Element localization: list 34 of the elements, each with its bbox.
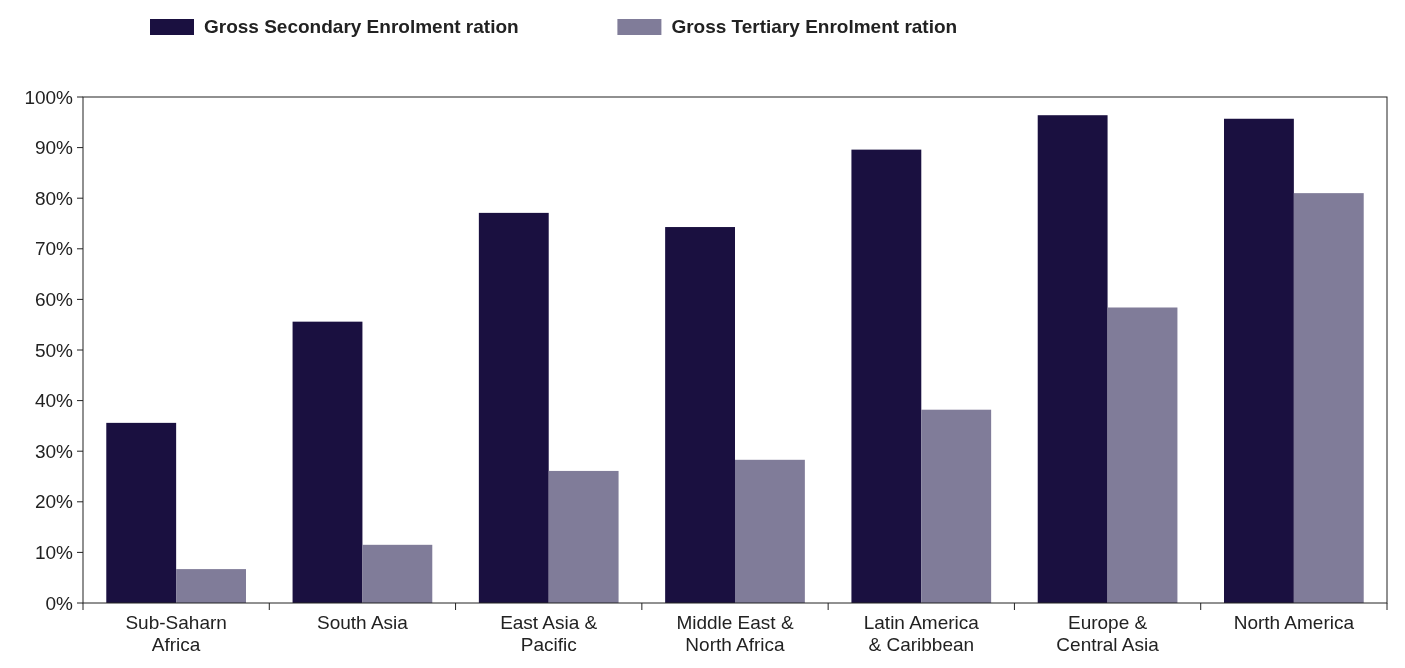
y-tick-label: 40% bbox=[34, 390, 74, 412]
legend-label: Gross Secondary Enrolment ration bbox=[204, 16, 519, 37]
x-tick-label: East Asia & Pacific bbox=[500, 612, 598, 655]
y-tick-label: 20% bbox=[34, 491, 74, 513]
bar bbox=[478, 212, 549, 603]
bar bbox=[1107, 307, 1178, 603]
legend-label: Gross Tertiary Enrolment ration bbox=[671, 16, 958, 37]
bar bbox=[735, 459, 805, 603]
x-tick-label: Europe & Central Asia bbox=[1056, 612, 1160, 655]
x-tick-label: North America bbox=[1233, 612, 1355, 633]
y-tick-label: 90% bbox=[34, 137, 74, 159]
bar bbox=[292, 321, 363, 603]
x-tick-label: Middle East & North Africa bbox=[676, 612, 794, 655]
bar bbox=[106, 422, 177, 603]
bar bbox=[362, 544, 433, 603]
bar bbox=[1037, 115, 1108, 603]
bar bbox=[176, 569, 246, 603]
bar bbox=[665, 227, 735, 603]
bar bbox=[548, 470, 619, 603]
x-tick-label: Latin America & Caribbean bbox=[863, 612, 980, 655]
y-tick-label: 100% bbox=[24, 86, 74, 108]
bar bbox=[1224, 118, 1294, 603]
y-tick-label: 10% bbox=[34, 542, 74, 564]
bar bbox=[921, 409, 992, 603]
y-tick-label: 60% bbox=[34, 289, 74, 311]
y-tick-label: 0% bbox=[45, 592, 74, 614]
y-tick-label: 70% bbox=[34, 238, 74, 260]
bar bbox=[851, 149, 922, 603]
y-tick-label: 50% bbox=[34, 339, 74, 361]
y-tick-label: 80% bbox=[34, 187, 74, 209]
x-tick-label: South Asia bbox=[317, 612, 409, 633]
y-tick-label: 30% bbox=[34, 440, 74, 462]
bar bbox=[1293, 193, 1364, 603]
x-tick-label: Sub-Saharn Africa bbox=[125, 612, 227, 655]
